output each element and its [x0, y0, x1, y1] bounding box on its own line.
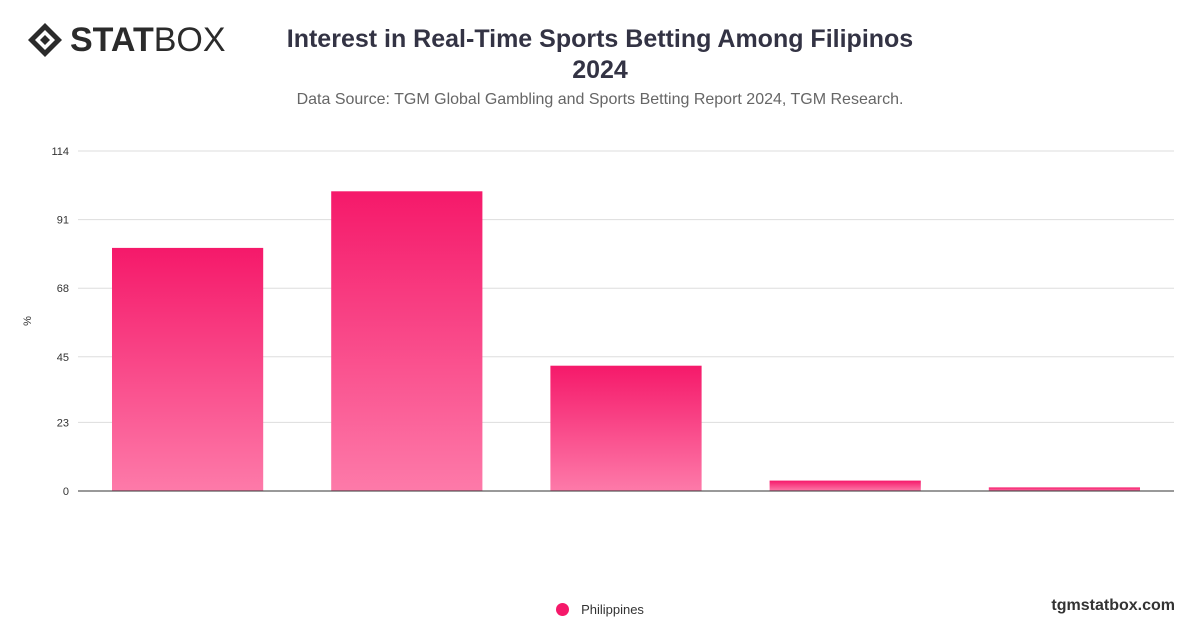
chart-title: Interest in Real-Time Sports Betting Amo… — [0, 24, 1200, 86]
y-tick-labels: 0 23 45 68 91 114 — [51, 146, 69, 498]
bars — [112, 191, 1140, 492]
bar-3[interactable] — [550, 365, 702, 491]
logo-bold-text: STAT — [70, 21, 154, 59]
chart-subtitle: Data Source: TGM Global Gambling and Spo… — [296, 91, 904, 108]
bar-4[interactable] — [769, 480, 921, 491]
y-tick-label: 0 — [63, 486, 69, 498]
y-tick-label: 68 — [57, 283, 69, 295]
y-axis-label: % — [22, 316, 34, 326]
bar-1[interactable] — [112, 247, 264, 491]
legend-label-philippines: Philippines — [581, 602, 644, 617]
statbox-diamond-icon — [28, 23, 62, 57]
chart-title-line2: 2024 — [572, 56, 628, 84]
logo-wordmark: STATBOX — [70, 20, 226, 60]
y-tick-label: 114 — [51, 146, 69, 158]
y-tick-label: 45 — [57, 352, 69, 364]
statbox-logo: STATBOX — [26, 20, 226, 60]
legend[interactable]: Philippines — [0, 602, 1200, 617]
logo-light-text: BOX — [153, 21, 226, 59]
site-url[interactable]: tgmstatbox.com — [1051, 597, 1175, 614]
legend-marker-philippines — [556, 603, 570, 616]
y-tick-label: 91 — [57, 215, 69, 227]
bar-2[interactable] — [331, 191, 483, 492]
bar-5[interactable] — [988, 487, 1140, 491]
y-tick-label: 23 — [57, 417, 69, 429]
chart-title-line1: Interest in Real-Time Sports Betting Amo… — [286, 25, 914, 53]
